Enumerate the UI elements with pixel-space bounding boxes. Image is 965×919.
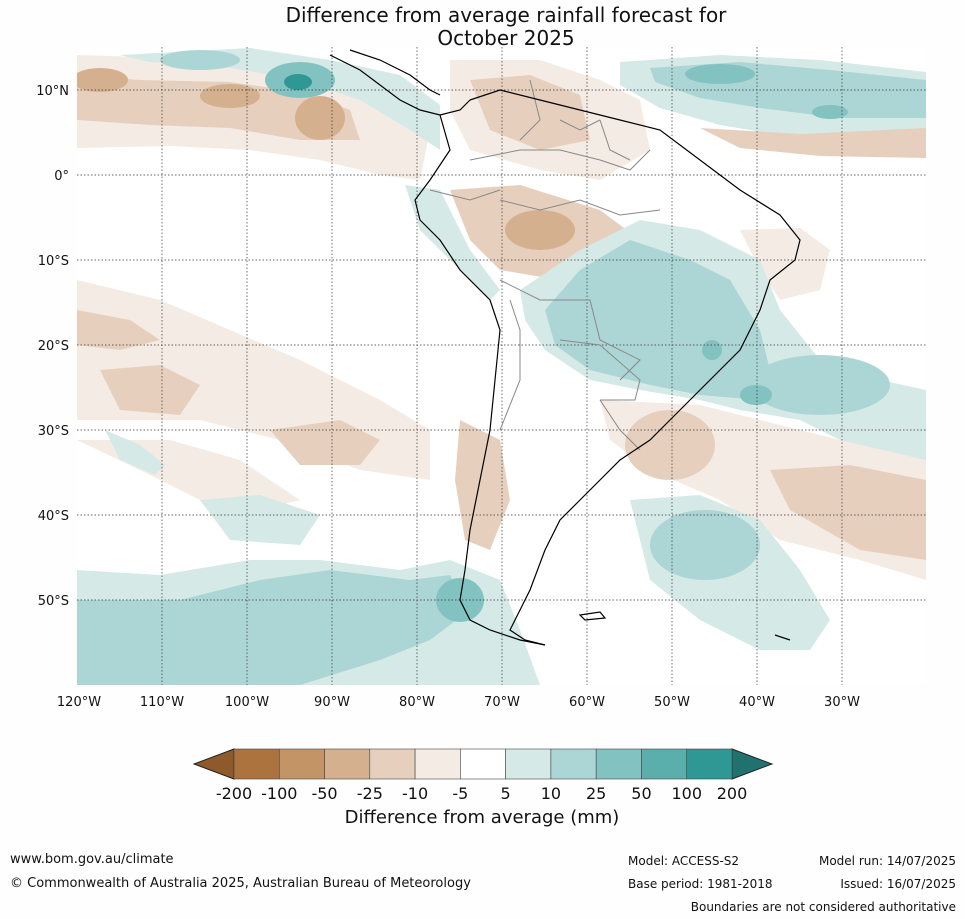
teal-region-southern-ocean-inner [77, 570, 470, 685]
lon-tick-label: 110°W [140, 695, 184, 710]
teal-region-central-america [120, 48, 440, 150]
issued-text: Issued: 16/07/2025 [840, 877, 956, 891]
lat-tick-label: 30°S [38, 424, 69, 439]
lat-tick-label: 40°S [38, 509, 69, 524]
brown-region-ne-brazil [740, 228, 830, 300]
brown-region-atlantic-eq [700, 128, 926, 158]
colorbar-tick-label: -25 [357, 784, 383, 803]
colorbar-tick-label: 50 [631, 784, 651, 803]
brown-core-sp-2 [100, 365, 200, 415]
legend-title: Difference from average (mm) [344, 807, 620, 828]
colorbar-cell [233, 748, 280, 780]
title-line-1: Difference from average rainfall forecas… [285, 3, 727, 27]
colorbar-tick-label: -50 [311, 784, 337, 803]
teal-core-se-brazil-2 [740, 385, 772, 405]
colorbar-cell [595, 748, 642, 780]
teal-region-central-brazil-inner [545, 240, 770, 400]
colorbar-tick-label: 25 [586, 784, 606, 803]
brown-core-sp-3 [270, 420, 380, 465]
lat-tick-labels: 10°N 0° 10°S 20°S 30°S 40°S 50°S [36, 84, 69, 609]
lon-tick-labels: 120°W 110°W 100°W 90°W 80°W 70°W 60°W 50… [57, 695, 860, 710]
disclaimer-text: Boundaries are not considered authoritat… [690, 900, 956, 914]
lat-tick-label: 20°S [38, 339, 69, 354]
coastlines [329, 49, 801, 646]
colorbar-cell [641, 748, 688, 780]
lon-tick-label: 50°W [654, 695, 690, 710]
lon-tick-label: 100°W [225, 695, 269, 710]
coast-south-america-north [469, 89, 801, 646]
brown-core-amazon [505, 210, 575, 250]
teal-core-cent-am-3 [160, 50, 240, 70]
brown-core-10n-100w [200, 84, 260, 108]
colorbar-tick-label: -10 [402, 784, 428, 803]
teal-core-atlantic-2 [812, 105, 848, 119]
teal-region-30s-115w [105, 430, 165, 475]
brown-region-nw-sa-inner [470, 75, 590, 150]
base-period-text: Base period: 1981-2018 [628, 877, 773, 891]
map-title: Difference from average rainfall forecas… [0, 4, 965, 50]
teal-core-atlantic [685, 64, 755, 84]
colorbar-cell [278, 748, 325, 780]
model-text: Model: ACCESS-S2 [628, 854, 740, 868]
lon-tick-label: 80°W [399, 695, 435, 710]
lat-tick-label: 10°S [38, 254, 69, 269]
lon-tick-label: 40°W [739, 695, 775, 710]
anomaly-field [77, 47, 926, 685]
coast-central-america [329, 54, 471, 116]
triangle-left-icon [192, 748, 235, 780]
coast-falklands [578, 611, 607, 621]
brown-core-s-atlantic [770, 465, 926, 560]
lon-tick-label: 60°W [569, 695, 605, 710]
teal-core-s-atlantic [650, 510, 760, 580]
lon-tick-label: 70°W [484, 695, 520, 710]
colorbar-tick-label: -200 [216, 784, 252, 803]
colorbar: -200 -100 -50 -25 -10 -5 5 10 25 50 100 200 [192, 748, 774, 803]
brown-region-chile [455, 420, 510, 550]
teal-core-cent-am-2 [284, 74, 312, 90]
brown-core-sp-1 [77, 310, 160, 350]
colorbar-cell [550, 748, 597, 780]
coast-south-america-west [414, 114, 546, 646]
teal-region-andes [405, 185, 500, 300]
lon-tick-label: 30°W [824, 695, 860, 710]
colorbar-tick-label: -100 [261, 784, 297, 803]
colorbar-tick-label: 100 [671, 784, 702, 803]
model-run-text: Model run: 14/07/2025 [818, 854, 956, 868]
graticule [77, 47, 926, 685]
teal-core-se-brazil [750, 355, 890, 415]
colorbar-cell [505, 748, 552, 780]
website-link[interactable]: www.bom.gov.au/climate [10, 852, 174, 867]
colorbar-cell [414, 748, 461, 780]
brown-core-uruguay [625, 410, 715, 480]
title-line-2: October 2025 [437, 26, 575, 50]
coast-south-georgia [774, 634, 791, 641]
lat-tick-label: 50°S [38, 594, 69, 609]
lon-tick-label: 90°W [314, 695, 350, 710]
country-borders [429, 79, 661, 451]
lat-tick-label: 0° [54, 169, 69, 184]
triangle-right-icon [731, 748, 774, 780]
colorbar-cell [324, 748, 371, 780]
colorbar-cell [369, 748, 416, 780]
brown-core-10n-120w [77, 68, 128, 92]
colorbar-tick-label: 10 [541, 784, 561, 803]
teal-core-minas [702, 340, 722, 360]
colorbar-cell [686, 748, 733, 780]
colorbar-tick-label: 200 [717, 784, 748, 803]
colorbar-tick-label: 5 [501, 784, 511, 803]
lat-tick-label: 10°N [36, 84, 69, 99]
brown-core-10n-90w [295, 96, 345, 140]
colorbar-tick-label: -5 [452, 784, 468, 803]
colorbar-cell [460, 748, 506, 780]
lon-tick-label: 120°W [57, 695, 101, 710]
coast-central-america-north [349, 49, 441, 96]
copyright-text: © Commonwealth of Australia 2025, Austra… [10, 876, 471, 891]
teal-region-40s-100w [200, 495, 320, 545]
